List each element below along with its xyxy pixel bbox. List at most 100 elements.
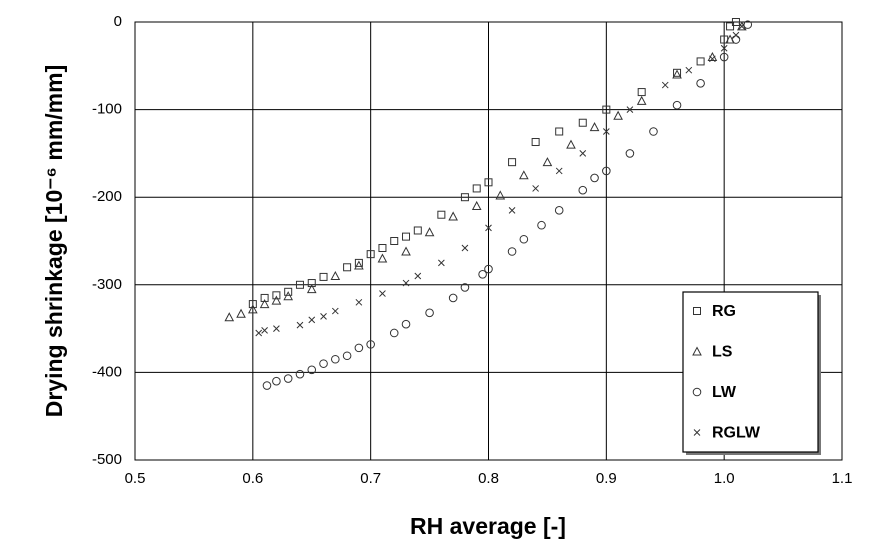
marker-cross [508, 206, 516, 214]
marker-square [366, 250, 375, 259]
marker-circle [602, 166, 611, 176]
y-axis-title: Drying shrinkage [10⁻⁶ mm/mm] [41, 65, 67, 418]
marker-square [637, 88, 646, 97]
marker-square [295, 280, 304, 289]
marker-cross [331, 307, 339, 315]
marker-cross [461, 244, 469, 252]
marker-triangle [259, 299, 270, 309]
marker-circle [590, 173, 599, 183]
marker-circle [283, 374, 293, 383]
marker-circle [507, 247, 517, 256]
marker-triangle [306, 284, 317, 294]
marker-circle [696, 79, 705, 88]
marker-cross [320, 312, 327, 320]
marker-square [343, 263, 352, 272]
marker-triangle [224, 312, 235, 322]
marker-circle [625, 149, 635, 158]
marker-triangle [613, 110, 623, 120]
marker-cross [738, 23, 746, 30]
marker-triangle [519, 170, 529, 180]
marker-cross [579, 150, 587, 157]
y-tick-label: 0 [114, 13, 122, 30]
marker-circle [272, 376, 281, 386]
marker-circle [319, 359, 328, 368]
marker-triangle [247, 304, 258, 314]
marker-square [390, 237, 399, 245]
marker-square [472, 184, 481, 193]
marker-triangle [589, 122, 600, 132]
marker-circle [366, 340, 375, 349]
y-tick-label: -400 [92, 363, 122, 380]
marker-cross [402, 279, 410, 287]
marker-cross [720, 44, 728, 52]
legend-label: LW [712, 384, 737, 401]
marker-square [248, 300, 257, 309]
marker-cross [379, 290, 386, 297]
marker-cross [296, 321, 304, 329]
marker-square [555, 127, 564, 136]
marker-cross [732, 31, 740, 39]
marker-cross [626, 106, 634, 113]
plot-border [134, 21, 843, 461]
marker-triangle [448, 211, 458, 221]
marker-square [402, 232, 411, 241]
y-tick-label: -200 [92, 188, 122, 205]
marker-circle [672, 100, 682, 110]
marker-cross [602, 128, 610, 135]
marker-square [460, 193, 469, 202]
marker-square [726, 22, 735, 31]
marker-circle [649, 127, 658, 136]
marker-circle [448, 293, 458, 303]
marker-square [578, 118, 587, 127]
marker-square [354, 258, 363, 267]
marker-cross [555, 167, 563, 175]
marker-square [508, 158, 517, 167]
marker-cross [709, 55, 716, 63]
x-tick-label: 0.7 [360, 470, 381, 487]
marker-triangle [566, 139, 576, 149]
marker-square [693, 307, 701, 315]
marker-cross [685, 66, 693, 74]
y-tick-label: -100 [92, 101, 122, 118]
marker-triangle [283, 291, 294, 301]
marker-cross [355, 298, 363, 306]
marker-cross [532, 185, 539, 192]
marker-circle [354, 343, 364, 353]
legend: RG LS LW RGLW [682, 291, 819, 453]
marker-cross [485, 224, 492, 232]
marker-square [378, 244, 387, 253]
legend-box [682, 291, 819, 453]
marker-square [307, 279, 316, 288]
marker-triangle [330, 270, 341, 281]
marker-cross [693, 429, 701, 436]
series-lw [262, 20, 753, 390]
marker-square [284, 287, 293, 296]
marker-triangle [236, 308, 246, 318]
marker-circle [307, 365, 317, 375]
marker-triangle [495, 190, 506, 200]
marker-cross [255, 329, 263, 337]
marker-triangle [672, 69, 682, 79]
marker-circle [719, 52, 729, 62]
marker-cross [261, 326, 268, 334]
marker-triangle [271, 295, 282, 305]
y-tick-label: -500 [92, 451, 122, 468]
series-rglw [255, 23, 746, 337]
marker-circle [401, 319, 411, 329]
marker-square [484, 178, 493, 187]
marker-triangle [354, 260, 364, 270]
marker-triangle [377, 253, 388, 263]
marker-square [437, 210, 446, 219]
marker-square [696, 57, 705, 66]
marker-cross [308, 316, 316, 324]
marker-square [531, 138, 540, 147]
marker-circle [554, 206, 564, 215]
marker-triangle [424, 227, 435, 237]
marker-cross [661, 81, 669, 89]
marker-cross [414, 272, 422, 280]
legend-label: RGLW [712, 425, 761, 442]
x-tick-label: 0.5 [125, 470, 146, 487]
marker-circle [342, 351, 352, 361]
marker-triangle [542, 157, 553, 167]
